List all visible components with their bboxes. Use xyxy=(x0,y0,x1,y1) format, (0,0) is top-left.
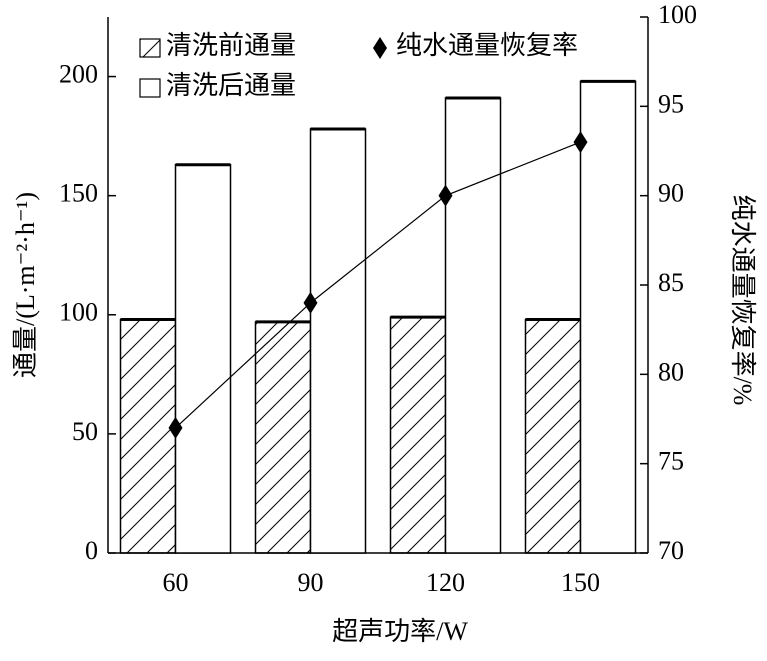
x-tick-label: 90 xyxy=(298,568,324,597)
y2-tick-label: 95 xyxy=(658,89,684,118)
bar xyxy=(119,318,177,554)
line xyxy=(175,141,581,429)
legend-label: 纯水通量恢复率 xyxy=(396,31,578,60)
y2-tick-label: 90 xyxy=(658,179,684,208)
y2-axis-label: 纯水通量恢复率/% xyxy=(728,195,757,406)
y2-tick-label: 75 xyxy=(658,447,684,476)
legend-label: 清洗后通量 xyxy=(166,71,296,100)
marker xyxy=(573,131,588,154)
y2-tick-label: 100 xyxy=(658,0,697,29)
y2-tick-label: 85 xyxy=(658,268,684,297)
y2-tick-label: 80 xyxy=(658,357,684,386)
bar xyxy=(389,316,447,554)
bar xyxy=(524,318,582,554)
legend-swatch xyxy=(139,38,161,58)
marker xyxy=(168,416,183,439)
bar xyxy=(309,128,367,554)
x-tick-label: 60 xyxy=(163,568,189,597)
y2-tick-label: 70 xyxy=(658,536,684,565)
legend-swatch xyxy=(139,78,161,98)
bar xyxy=(579,80,637,554)
marker xyxy=(438,184,453,207)
x-axis-label: 超声功率/W xyxy=(332,617,468,646)
legend-swatch xyxy=(373,37,387,59)
bar xyxy=(174,163,232,554)
y-tick-label: 100 xyxy=(59,298,98,327)
marker xyxy=(303,291,318,314)
y-axis-label: 通量/(L·m⁻²·h⁻¹) xyxy=(11,192,40,378)
y-tick-label: 50 xyxy=(72,417,98,446)
bar xyxy=(444,97,502,554)
x-tick-label: 120 xyxy=(426,568,465,597)
legend-label: 清洗前通量 xyxy=(166,31,296,60)
y-tick-label: 200 xyxy=(59,60,98,89)
y-tick-label: 0 xyxy=(85,536,98,565)
x-tick-label: 150 xyxy=(561,568,600,597)
bar xyxy=(254,321,312,554)
y-tick-label: 150 xyxy=(59,179,98,208)
